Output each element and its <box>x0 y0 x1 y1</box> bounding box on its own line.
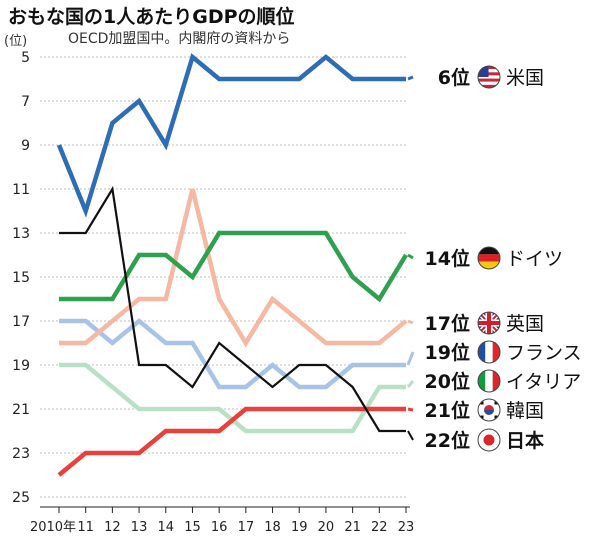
legend-entry-英国: 17位 英国 <box>407 311 544 335</box>
legend-country-label: 韓国 <box>506 400 544 422</box>
legend-country-label: フランス <box>506 342 582 364</box>
series-line-ドイツ <box>59 230 408 303</box>
x-tick-label: 14 <box>157 520 174 535</box>
legend-rank-label: 14位 <box>425 247 470 270</box>
x-tick-label: 23 <box>398 520 415 535</box>
legend-entry-韓国: 21位 韓国 <box>407 398 544 422</box>
legend-entry-日本: 22位 日本 <box>407 428 544 452</box>
x-tick-label: 11 <box>77 520 94 535</box>
de-flag-icon <box>477 246 501 270</box>
jp-flag-icon <box>477 428 501 452</box>
legend-connector <box>407 75 414 81</box>
legend-country-label: 日本 <box>506 429 544 452</box>
chart-subtitle: OECD加盟国中。内閣府の資料から <box>68 31 291 47</box>
series-line-日本 <box>59 185 406 433</box>
legend-connector <box>407 253 414 260</box>
series-line-フランス <box>59 318 406 390</box>
y-tick-label: 7 <box>21 94 30 110</box>
legend-country-label: 英国 <box>506 313 544 335</box>
series-line-米国 <box>56 53 406 218</box>
legend-connector <box>407 319 414 325</box>
legend-entry-米国: 6位 米国 <box>407 65 544 89</box>
y-tick-label: 11 <box>12 182 30 198</box>
legend-country-label: ドイツ <box>506 248 563 270</box>
y-tick-label: 5 <box>21 50 30 66</box>
us-flag-icon <box>477 65 501 89</box>
x-tick-label: 15 <box>184 520 201 535</box>
y-tick-label: 9 <box>21 138 30 154</box>
y-tick-label: 25 <box>12 490 30 506</box>
x-tick-label: 12 <box>104 520 121 535</box>
y-tick-label: 17 <box>12 314 30 330</box>
x-tick-label: 2010年 <box>30 520 76 535</box>
series-line-韓国 <box>57 406 406 477</box>
x-tick-label: 21 <box>344 520 361 535</box>
legend-rank-label: 6位 <box>438 66 470 89</box>
legend-rank-label: 17位 <box>425 312 470 335</box>
x-tick-label: 19 <box>291 520 308 535</box>
x-tick-label: 16 <box>211 520 228 535</box>
legend-entry-イタリア: 20位 イタリア <box>406 369 581 393</box>
y-axis-label: (位) <box>4 34 28 49</box>
legend-rank-label: 19位 <box>425 341 470 364</box>
legend-entry-ドイツ: 14位 ドイツ <box>407 246 563 270</box>
y-tick-label: 23 <box>12 446 30 462</box>
x-tick-label: 20 <box>318 520 335 535</box>
legend-rank-label: 20位 <box>425 370 470 393</box>
chart-title: おもな国の1人あたりGDPの順位 <box>8 6 295 28</box>
y-tick-label: 21 <box>12 402 30 418</box>
legend-rank-label: 21位 <box>425 399 470 422</box>
legend-connector <box>406 380 415 388</box>
legend-layer: 6位 米国 14位 ドイツ 17位 英国 19位 フランス 20位 イタリア 21位 韓国 22位 日本 <box>406 65 582 452</box>
series-line-英国 <box>59 188 408 348</box>
x-tick-label: 13 <box>131 520 148 535</box>
fr-flag-icon <box>477 340 501 364</box>
legend-connector <box>406 351 415 366</box>
legend-country-label: 米国 <box>506 67 544 89</box>
it-flag-icon <box>477 369 501 393</box>
kr-flag-icon <box>477 398 501 422</box>
y-tick-label: 13 <box>12 226 30 242</box>
legend-rank-label: 22位 <box>425 429 470 452</box>
legend-entry-フランス: 19位 フランス <box>406 340 582 366</box>
x-tick-label: 22 <box>371 520 388 535</box>
uk-flag-icon <box>477 311 501 335</box>
series-layer <box>56 53 408 477</box>
legend-connector <box>407 430 414 441</box>
y-tick-label: 19 <box>12 358 30 374</box>
x-tick-label: 18 <box>264 520 281 535</box>
legend-connector <box>407 407 414 412</box>
y-tick-label: 15 <box>12 270 30 286</box>
legend-country-label: イタリア <box>506 371 581 393</box>
x-tick-label: 17 <box>238 520 255 535</box>
